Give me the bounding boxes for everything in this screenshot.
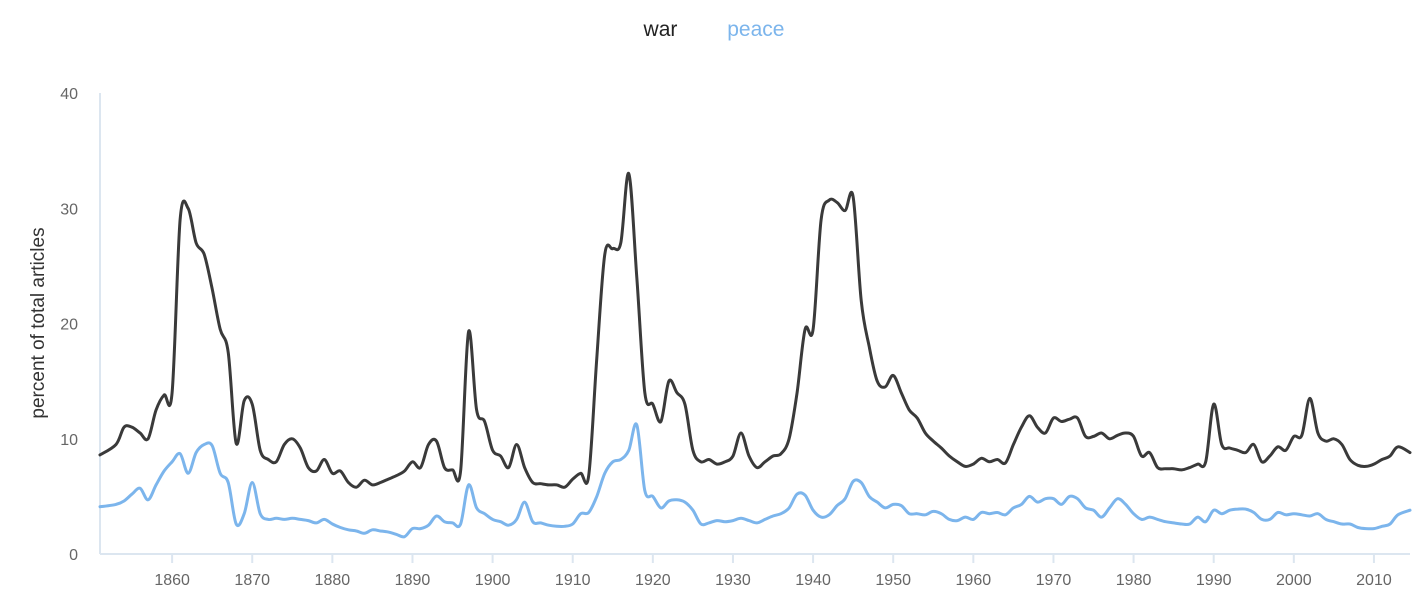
x-tick-label: 1990 (1196, 572, 1232, 589)
y-tick-label: 10 (60, 432, 78, 449)
series-line-war[interactable] (98, 172, 1412, 489)
x-tick-label: 1880 (315, 572, 351, 589)
y-axis-label: percent of total articles (28, 227, 49, 418)
axes: 0 10 20 30 40 1860 1870 1880 1890 1900 1910 1920 193… (60, 86, 1410, 589)
x-tick-label: 1960 (956, 572, 992, 589)
series-lines (98, 172, 1412, 539)
series-line-peace[interactable] (98, 422, 1412, 539)
x-tick-label: 1860 (154, 572, 190, 589)
y-tick-label: 20 (60, 317, 78, 334)
x-tick-label: 1900 (475, 572, 511, 589)
x-tick-label: 1870 (234, 572, 270, 589)
x-tick-label: 1920 (635, 572, 671, 589)
x-tick-label: 1970 (1036, 572, 1072, 589)
y-tick-label: 0 (69, 547, 78, 564)
x-tick-label: 1940 (795, 572, 831, 589)
x-tick-label: 1950 (875, 572, 911, 589)
legend-item-peace[interactable]: peace (727, 18, 785, 41)
x-tick-label: 2000 (1276, 572, 1312, 589)
x-tick-label: 2010 (1356, 572, 1392, 589)
y-tick-label: 30 (60, 201, 78, 218)
x-tick-label: 1910 (555, 572, 591, 589)
x-tick-label: 1980 (1116, 572, 1152, 589)
chart-legend: war peace (0, 18, 1428, 42)
x-tick-label: 1930 (715, 572, 751, 589)
legend-item-war[interactable]: war (643, 18, 678, 41)
x-tick-label: 1890 (395, 572, 431, 589)
y-tick-label: 40 (60, 86, 78, 103)
